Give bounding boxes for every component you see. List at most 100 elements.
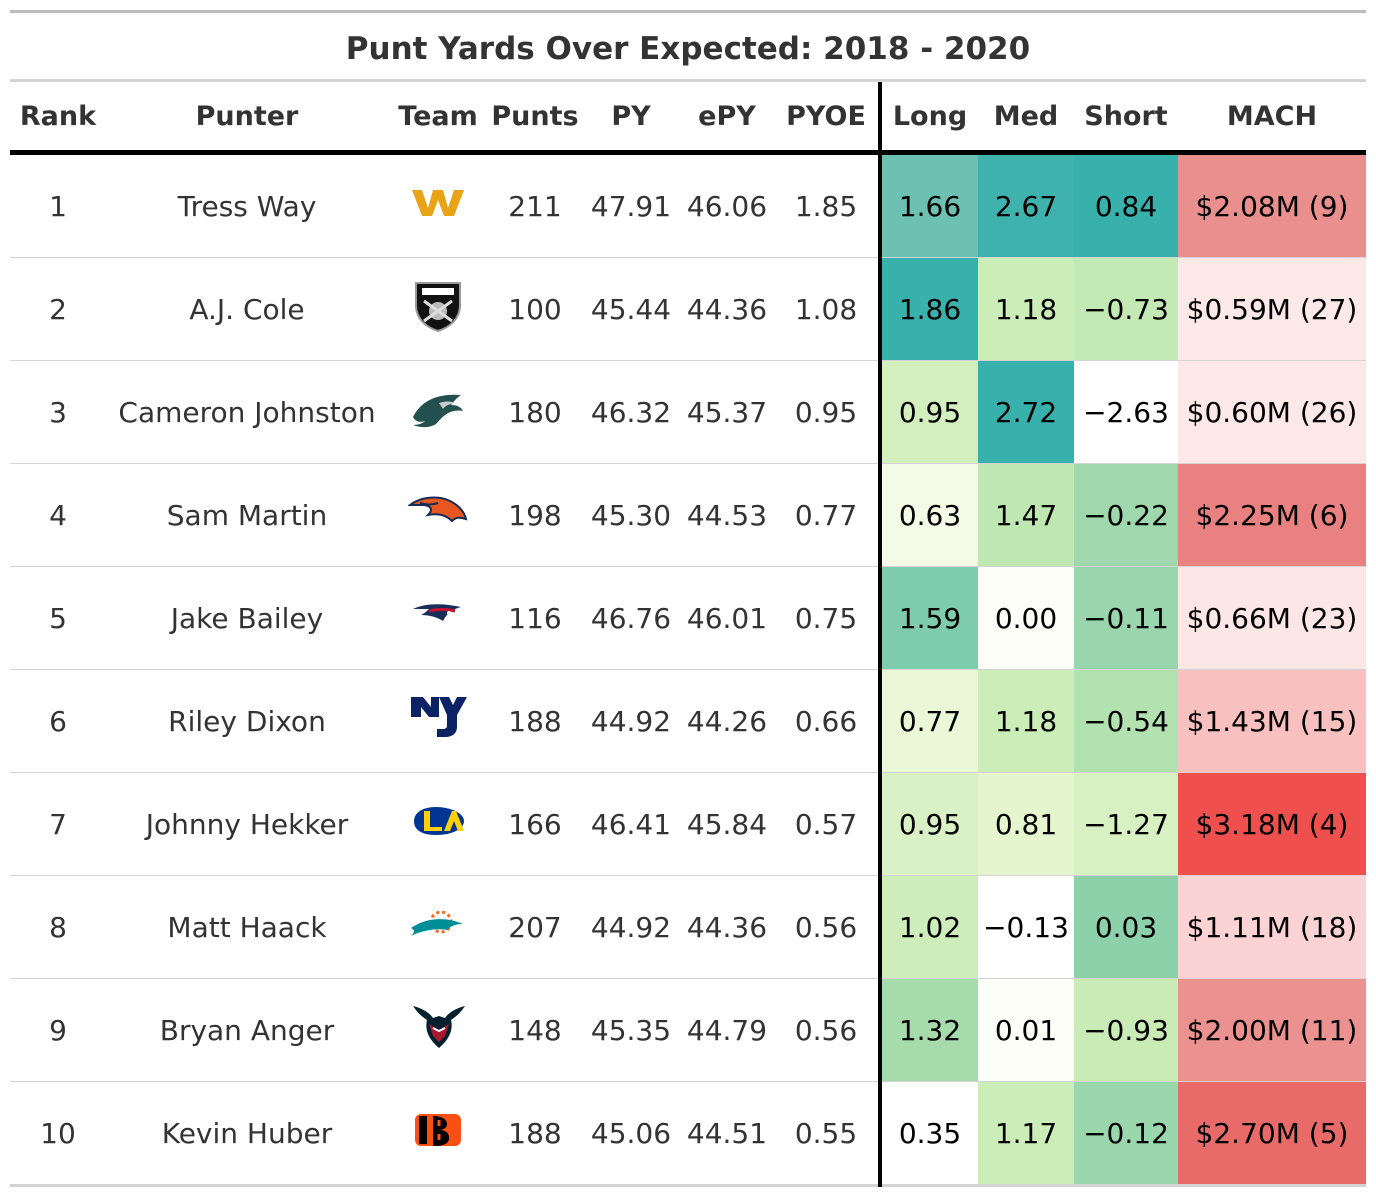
column-header-pyoe: PYOE [774,82,882,155]
cell-long: 1.86 [880,257,978,361]
cell-py: 46.76 [582,566,680,670]
team-logo-cell [388,257,488,361]
cell-med: 1.18 [978,257,1074,361]
broncos-horse-logo-icon [407,495,468,536]
cell-pyoe: 0.75 [774,566,882,670]
team-logo-cell [388,152,488,258]
table-row: 7 Johnny Hekker 166 46.41 45.84 0.57 0.95 0.81−… [10,772,1366,876]
cell-short: −0.12 [1074,1081,1178,1187]
table-row: 4 Sam Martin 198 45.30 44.53 0.77 0.63 1.47 −0.2… [10,463,1366,567]
cell-epy: 44.36 [680,875,774,979]
cell-punter: Tress Way [106,152,388,258]
table-row: 10 Kevin Huber 188 45.06 44.51 0.55 0.35 1.17 −0… [10,1081,1366,1187]
cell-pyoe: 0.56 [774,875,882,979]
cell-rank: 4 [10,463,106,567]
cell-punter: Sam Martin [106,463,388,567]
cell-py: 44.92 [582,875,680,979]
giants-ny-logo-icon [409,695,467,748]
cell-epy: 45.84 [680,772,774,876]
cell-py: 45.35 [582,978,680,1082]
cell-epy: 46.06 [680,152,774,258]
column-header-punter: Punter [106,82,388,155]
cell-pyoe: 0.55 [774,1081,882,1187]
cell-mach: $2.25M (6) [1178,463,1366,567]
cell-mach: $0.66M (23) [1178,566,1366,670]
cell-punter: Bryan Anger [106,978,388,1082]
cell-rank: 5 [10,566,106,670]
table-row: 1 Tress Way 211 47.91 46.06 1.85 1.66 2.67 0.84 $… [10,152,1366,258]
team-logo-cell [388,669,488,773]
column-header-med: Med [978,82,1074,155]
cell-punts: 116 [488,566,582,670]
team-logo-cell [388,463,488,567]
cell-med: 0.81 [978,772,1074,876]
cell-py: 46.32 [582,360,680,464]
cell-med: 1.17 [978,1081,1074,1187]
cell-short: 0.84 [1074,152,1178,258]
cell-long: 0.35 [880,1081,978,1187]
cell-py: 46.41 [582,772,680,876]
team-logo-cell [388,978,488,1082]
column-header-mach: MACH [1178,82,1366,155]
cell-rank: 1 [10,152,106,258]
cell-med: 2.72 [978,360,1074,464]
cell-pyoe: 1.08 [774,257,882,361]
cell-med: 2.67 [978,152,1074,258]
cell-med: 1.18 [978,669,1074,773]
column-header-team: Team [388,82,488,155]
cell-mach: $2.70M (5) [1178,1081,1366,1187]
washington-w-logo-icon [410,188,466,225]
cell-py: 45.44 [582,257,680,361]
cell-short: −2.63 [1074,360,1178,464]
table-row: 9 Bryan Anger 148 45.35 44.79 0.56 1.32 0.01 −0.… [10,978,1366,1082]
cell-mach: $1.11M (18) [1178,875,1366,979]
column-header-punts: Punts [488,82,582,155]
column-header-long: Long [880,82,978,155]
cell-punts: 180 [488,360,582,464]
cell-long: 0.95 [880,772,978,876]
cell-punts: 207 [488,875,582,979]
texans-bull-logo-icon [409,1002,467,1059]
cell-long: 0.95 [880,360,978,464]
cell-short: −1.27 [1074,772,1178,876]
dolphins-logo-icon [409,908,467,947]
cell-punts: 166 [488,772,582,876]
cell-short: −0.93 [1074,978,1178,1082]
table-row: 2 A.J. Cole 100 45.44 44.36 1.08 1.86 1.18 −0.73… [10,257,1366,361]
team-logo-cell [388,566,488,670]
cell-long: 1.66 [880,152,978,258]
cell-punter: Kevin Huber [106,1081,388,1187]
punter-table: Rank Punter Team Punts PY ePY PYOE Long Med Short… [10,82,1366,1187]
cell-py: 47.91 [582,152,680,258]
table-body: 1 Tress Way 211 47.91 46.06 1.85 1.66 2.67 0.84 $… [10,152,1366,1187]
cell-punter: Matt Haack [106,875,388,979]
cell-epy: 46.01 [680,566,774,670]
cell-punts: 148 [488,978,582,1082]
cell-med: 0.00 [978,566,1074,670]
cell-short: 0.03 [1074,875,1178,979]
cell-pyoe: 0.57 [774,772,882,876]
cell-mach: $3.18M (4) [1178,772,1366,876]
cell-epy: 44.79 [680,978,774,1082]
cell-pyoe: 0.77 [774,463,882,567]
cell-rank: 2 [10,257,106,361]
cell-rank: 3 [10,360,106,464]
cell-mach: $1.43M (15) [1178,669,1366,773]
team-logo-cell [388,875,488,979]
cell-punter: Jake Bailey [106,566,388,670]
cell-med: 1.47 [978,463,1074,567]
cell-punts: 198 [488,463,582,567]
cell-rank: 9 [10,978,106,1082]
cell-rank: 7 [10,772,106,876]
cell-mach: $0.60M (26) [1178,360,1366,464]
cell-punts: 211 [488,152,582,258]
table-row: 3 Cameron Johnston 180 46.32 45.37 0.95 0.95 2.… [10,360,1366,464]
cell-short: −0.11 [1074,566,1178,670]
cell-pyoe: 0.66 [774,669,882,773]
cell-long: 0.77 [880,669,978,773]
cell-punter: Johnny Hekker [106,772,388,876]
cell-mach: $2.08M (9) [1178,152,1366,258]
cell-punts: 188 [488,1081,582,1187]
team-logo-cell [388,772,488,876]
team-logo-cell [388,360,488,464]
